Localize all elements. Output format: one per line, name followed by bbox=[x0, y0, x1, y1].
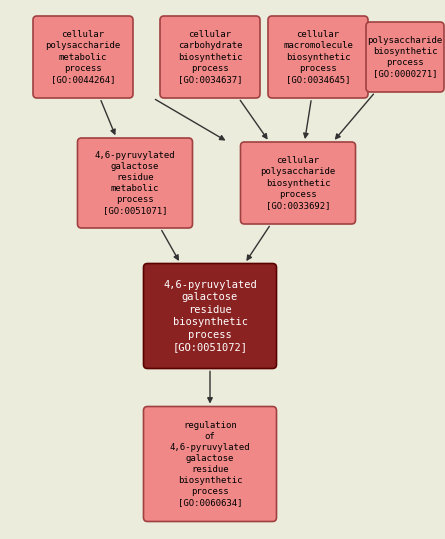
FancyBboxPatch shape bbox=[160, 16, 260, 98]
Text: cellular
macromolecule
biosynthetic
process
[GO:0034645]: cellular macromolecule biosynthetic proc… bbox=[283, 30, 353, 84]
Text: polysaccharide
biosynthetic
process
[GO:0000271]: polysaccharide biosynthetic process [GO:… bbox=[368, 36, 443, 78]
FancyBboxPatch shape bbox=[366, 22, 444, 92]
Text: regulation
of
4,6-pyruvylated
galactose
residue
biosynthetic
process
[GO:0060634: regulation of 4,6-pyruvylated galactose … bbox=[170, 420, 250, 507]
FancyBboxPatch shape bbox=[268, 16, 368, 98]
FancyBboxPatch shape bbox=[143, 264, 276, 369]
FancyBboxPatch shape bbox=[240, 142, 356, 224]
FancyBboxPatch shape bbox=[33, 16, 133, 98]
Text: cellular
carbohydrate
biosynthetic
process
[GO:0034637]: cellular carbohydrate biosynthetic proce… bbox=[178, 30, 242, 84]
Text: 4,6-pyruvylated
galactose
residue
metabolic
process
[GO:0051071]: 4,6-pyruvylated galactose residue metabo… bbox=[95, 151, 175, 215]
Text: 4,6-pyruvylated
galactose
residue
biosynthetic
process
[GO:0051072]: 4,6-pyruvylated galactose residue biosyn… bbox=[163, 280, 257, 352]
FancyBboxPatch shape bbox=[77, 138, 193, 228]
Text: cellular
polysaccharide
metabolic
process
[GO:0044264]: cellular polysaccharide metabolic proces… bbox=[45, 30, 121, 84]
FancyBboxPatch shape bbox=[143, 406, 276, 522]
Text: cellular
polysaccharide
biosynthetic
process
[GO:0033692]: cellular polysaccharide biosynthetic pro… bbox=[260, 156, 336, 210]
